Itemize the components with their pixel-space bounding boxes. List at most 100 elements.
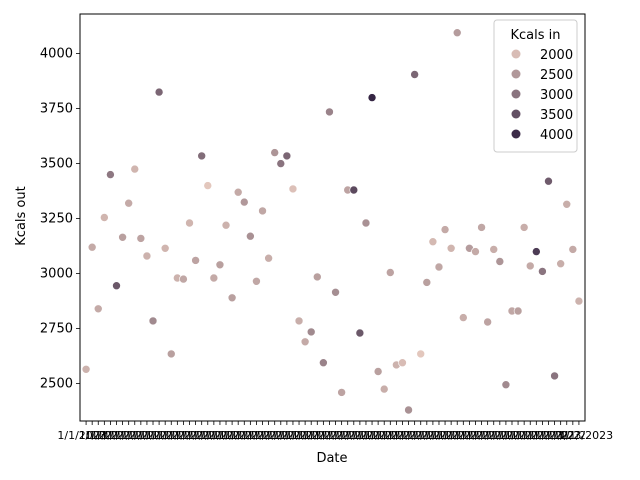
x-tick-label: 1/1/2 <box>231 429 257 442</box>
data-point <box>93 304 103 314</box>
data-point <box>191 256 200 265</box>
data-point <box>300 337 310 347</box>
data-point <box>142 251 152 261</box>
legend-label: 3500 <box>540 108 573 123</box>
data-point <box>160 244 170 253</box>
x-tick-label: 1/1/2 <box>359 429 385 442</box>
data-point <box>483 317 492 327</box>
data-point <box>367 93 377 102</box>
data-point <box>288 184 298 194</box>
y-tick-label: 3000 <box>40 267 73 282</box>
x-tick-label: 1/1/2 <box>104 429 130 442</box>
x-tick-label: 1/1/2 <box>158 429 184 442</box>
data-point <box>112 281 121 291</box>
data-point <box>568 245 578 254</box>
data-point <box>422 278 432 287</box>
data-point <box>185 218 194 228</box>
data-point <box>550 371 559 381</box>
x-tick-label: 1/1/2 <box>493 429 519 442</box>
x-tick-label: 1/1/2 <box>170 429 196 442</box>
x-tick-label: 1/1/2 <box>371 429 397 442</box>
legend-label: 2500 <box>540 68 573 83</box>
x-tick-label: 1/1/2 <box>450 429 476 442</box>
x-tick-label: 1/1/2 <box>335 429 361 442</box>
x-tick-label: 1/1/2 <box>256 429 282 442</box>
legend-title: Kcals in <box>510 28 560 43</box>
x-tick-label: 1/1/2 <box>402 429 428 442</box>
data-point <box>404 405 413 415</box>
data-point <box>373 367 383 376</box>
x-tick-label: 1/1/2 <box>110 429 136 442</box>
x-tick-label: 1/1/2 <box>462 429 488 442</box>
data-point <box>410 70 419 79</box>
x-tick-label: 1/1/2 <box>79 429 105 442</box>
x-tick-label: 1/1/2 <box>353 429 379 442</box>
x-tick-label: 1/1/2 <box>444 429 470 442</box>
x-tick-label: 1/1/2 <box>201 429 227 442</box>
data-point <box>398 358 407 368</box>
y-tick-label: 2750 <box>40 322 73 337</box>
x-tick-label: 1/1/2 <box>310 429 336 442</box>
x-tick-label: 1/1/2 <box>128 429 154 442</box>
y-tick-label: 3250 <box>40 212 73 227</box>
x-tick-label: 1/1/2 <box>560 429 586 442</box>
data-point <box>501 380 511 390</box>
x-axis: 1/1/2023 3/23/20231/1/21/1/21/1/21/1/21/1… <box>57 421 613 442</box>
data-point <box>258 206 267 216</box>
x-tick-label: 1/1/2 <box>396 429 422 442</box>
x-tick-label: 1/1/2 <box>341 429 367 442</box>
data-point <box>532 247 541 256</box>
data-point <box>325 107 334 117</box>
x-tick-label: 1/1/2 <box>426 429 452 442</box>
data-point <box>379 384 389 394</box>
x-tick-label: 1/1/2 <box>548 429 574 442</box>
x-tick-label: 1/1/2 <box>134 429 160 442</box>
x-tick-label: 1/1/2 <box>554 429 580 442</box>
data-point <box>446 244 456 253</box>
data-point <box>81 364 91 374</box>
data-point <box>349 185 359 195</box>
data-point <box>434 262 444 272</box>
x-tick-label: 1/1/2 <box>469 429 495 442</box>
data-point <box>525 261 535 271</box>
x-tick-label: 1/1/2 <box>383 429 409 442</box>
x-tick-label: 1/1/2 <box>481 429 507 442</box>
x-tick-label: 1/1/2 <box>535 429 561 442</box>
x-tick-label: 1/1/2 <box>243 429 269 442</box>
x-tick-label: 1/1/2 <box>329 429 355 442</box>
data-point <box>361 218 371 228</box>
data-point <box>519 223 529 232</box>
y-axis-label: Kcals out <box>14 186 29 245</box>
x-tick-label: 1/1/2 <box>529 429 555 442</box>
data-point <box>197 151 206 161</box>
legend-entries: 2000 2500 3000 3500 4000 <box>511 48 573 143</box>
data-point <box>440 225 450 234</box>
x-tick-label: 1/1/2 <box>505 429 531 442</box>
x-tick-label: 1/1/2 <box>542 429 568 442</box>
data-point <box>148 316 158 326</box>
x-tick-label: 1/1/2 <box>365 429 391 442</box>
data-point <box>118 233 127 242</box>
data-point <box>209 273 219 283</box>
data-point <box>100 213 109 222</box>
data-point <box>331 287 340 297</box>
data-point <box>386 268 395 277</box>
x-tick-label: 1/1/2 <box>523 429 549 442</box>
data-point <box>574 296 584 306</box>
data-point <box>538 267 547 276</box>
x-tick-label: 1/1/2 <box>97 429 123 442</box>
x-tick-label-last: 3/23/2023 <box>557 429 613 442</box>
x-tick-label: 1/1/2 <box>420 429 446 442</box>
x-axis-label: Date <box>316 451 347 466</box>
x-tick-label: 1/1/2 <box>140 429 166 442</box>
x-tick-label: 1/1/2 <box>183 429 209 442</box>
legend-marker <box>511 109 521 119</box>
x-tick-label: 1/1/2 <box>274 429 300 442</box>
x-tick-label: 1/1/2 <box>177 429 203 442</box>
data-point <box>252 276 261 286</box>
x-tick-label: 1/1/2 <box>304 429 330 442</box>
x-tick-label: 1/1/2 <box>237 429 263 442</box>
x-tick-label: 1/1/2 <box>286 429 312 442</box>
legend-label: 4000 <box>540 128 573 143</box>
